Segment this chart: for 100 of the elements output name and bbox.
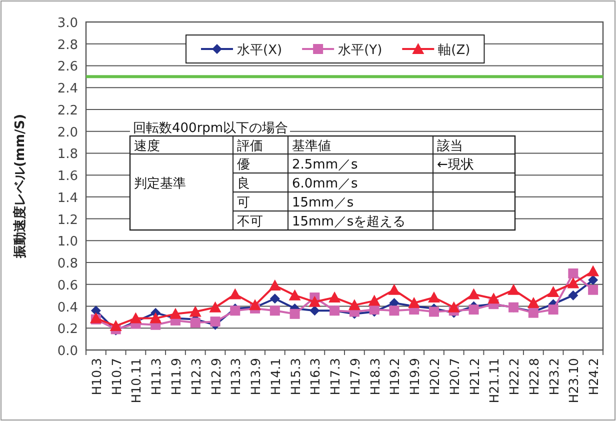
point	[527, 296, 540, 308]
x-tick-label: H23.10	[566, 358, 582, 404]
x-tick-label: H12.3	[188, 358, 204, 396]
point	[169, 308, 182, 319]
annotation: ←現状	[437, 158, 474, 172]
annotation: 15mm／s	[292, 196, 354, 210]
x-tick-label: H21.11	[486, 358, 502, 404]
point	[268, 279, 281, 290]
point	[328, 292, 341, 303]
point	[229, 288, 242, 300]
x-tick-label: H12.9	[208, 358, 224, 396]
point	[290, 308, 300, 319]
x-tick-label: H20.7	[446, 358, 462, 396]
x-tick-label: H15.3	[288, 358, 303, 396]
point	[428, 292, 440, 303]
x-tick-label: H19.2	[387, 358, 402, 396]
x-tick-label: H10.3	[88, 358, 104, 396]
x-tick-label: H23.2	[546, 358, 562, 396]
point	[230, 306, 240, 316]
x-tick-label: H19.9	[407, 358, 422, 396]
annotation: 15mm／sを超える	[292, 214, 406, 230]
y-tick-label: 2.8	[57, 38, 78, 53]
point	[508, 284, 520, 295]
x-tick-label: H20.2	[426, 358, 442, 396]
point	[288, 289, 301, 300]
x-tick-label: H13.9	[248, 358, 264, 396]
y-tick-label: 0.6	[57, 278, 78, 294]
point	[448, 301, 460, 312]
y-tick-label: 1.6	[57, 169, 78, 184]
point	[587, 265, 600, 276]
annotation: 可	[237, 196, 250, 210]
point	[368, 294, 380, 306]
annotation: 判定基準	[134, 176, 186, 192]
x-tick-label: H17.3	[328, 358, 343, 396]
y-tick-label: 3.0	[57, 16, 78, 31]
y-tick-label: 0.8	[57, 256, 78, 272]
y-tick-label: 1.8	[57, 147, 78, 162]
point	[547, 286, 560, 298]
point	[189, 306, 202, 317]
point	[567, 277, 580, 288]
point	[488, 292, 500, 304]
annotation: 速度	[134, 138, 160, 154]
annotation: 良	[237, 176, 250, 192]
x-tick-label: H16.3	[308, 358, 323, 396]
y-tick-label: 0.0	[57, 344, 78, 359]
x-tick-label: H18.3	[367, 358, 382, 396]
annotation: 該当	[437, 138, 463, 154]
x-tick-label: H22.2	[506, 358, 522, 396]
point	[408, 296, 420, 308]
point	[548, 304, 558, 315]
x-tick-label: H21.2	[466, 358, 482, 396]
legend-label: 軸(Z)	[438, 43, 470, 58]
point	[568, 290, 578, 300]
x-tick-label: H24.2	[586, 358, 602, 396]
y-tick-label: 0.4	[57, 300, 78, 316]
annotation: 回転数400rpm以下の場合	[133, 121, 288, 136]
y-tick-label: 2.2	[57, 103, 78, 118]
point	[310, 306, 320, 316]
annotation: 基準値	[292, 139, 331, 154]
point	[270, 294, 280, 304]
point	[210, 316, 220, 327]
point	[249, 299, 262, 310]
annotation: 優	[237, 158, 250, 172]
point	[348, 299, 360, 310]
x-tick-label: H22.8	[526, 358, 542, 396]
point	[110, 320, 122, 331]
x-tick-label: H10.11	[128, 358, 144, 404]
point	[270, 306, 280, 316]
annotation: 評価	[237, 139, 263, 154]
legend-label: 水平(X)	[237, 43, 282, 58]
x-tick-label: H13.3	[228, 358, 244, 396]
y-tick-label: 1.4	[57, 190, 78, 206]
annotation: 2.5mm／s	[292, 158, 358, 172]
point	[389, 306, 400, 316]
x-tick-label: H11.3	[148, 358, 164, 396]
point	[588, 284, 598, 295]
y-axis-title: 振動速度レベル(mm/S)	[12, 114, 28, 260]
y-tick-label: 2.0	[57, 125, 78, 140]
point	[468, 288, 480, 300]
point	[90, 306, 101, 316]
y-tick-label: 0.2	[57, 322, 78, 338]
x-tick-label: H10.7	[108, 358, 124, 396]
x-tick-label: H11.9	[168, 358, 184, 396]
point	[190, 318, 200, 328]
point	[588, 275, 598, 286]
point	[150, 312, 162, 324]
point	[568, 268, 578, 278]
y-tick-label: 1.2	[57, 212, 78, 228]
y-tick-label: 2.4	[57, 82, 78, 97]
point	[308, 296, 321, 307]
point	[468, 304, 479, 315]
point	[388, 284, 400, 295]
x-tick-label: H17.9	[347, 358, 362, 396]
y-tick-label: 2.6	[57, 60, 78, 75]
point	[130, 312, 142, 324]
annotation: 6.0mm／s	[292, 176, 358, 192]
point	[209, 301, 222, 312]
point	[428, 306, 439, 317]
y-tick-label: 1.0	[57, 234, 78, 250]
x-tick-label: H14.1	[268, 358, 283, 396]
